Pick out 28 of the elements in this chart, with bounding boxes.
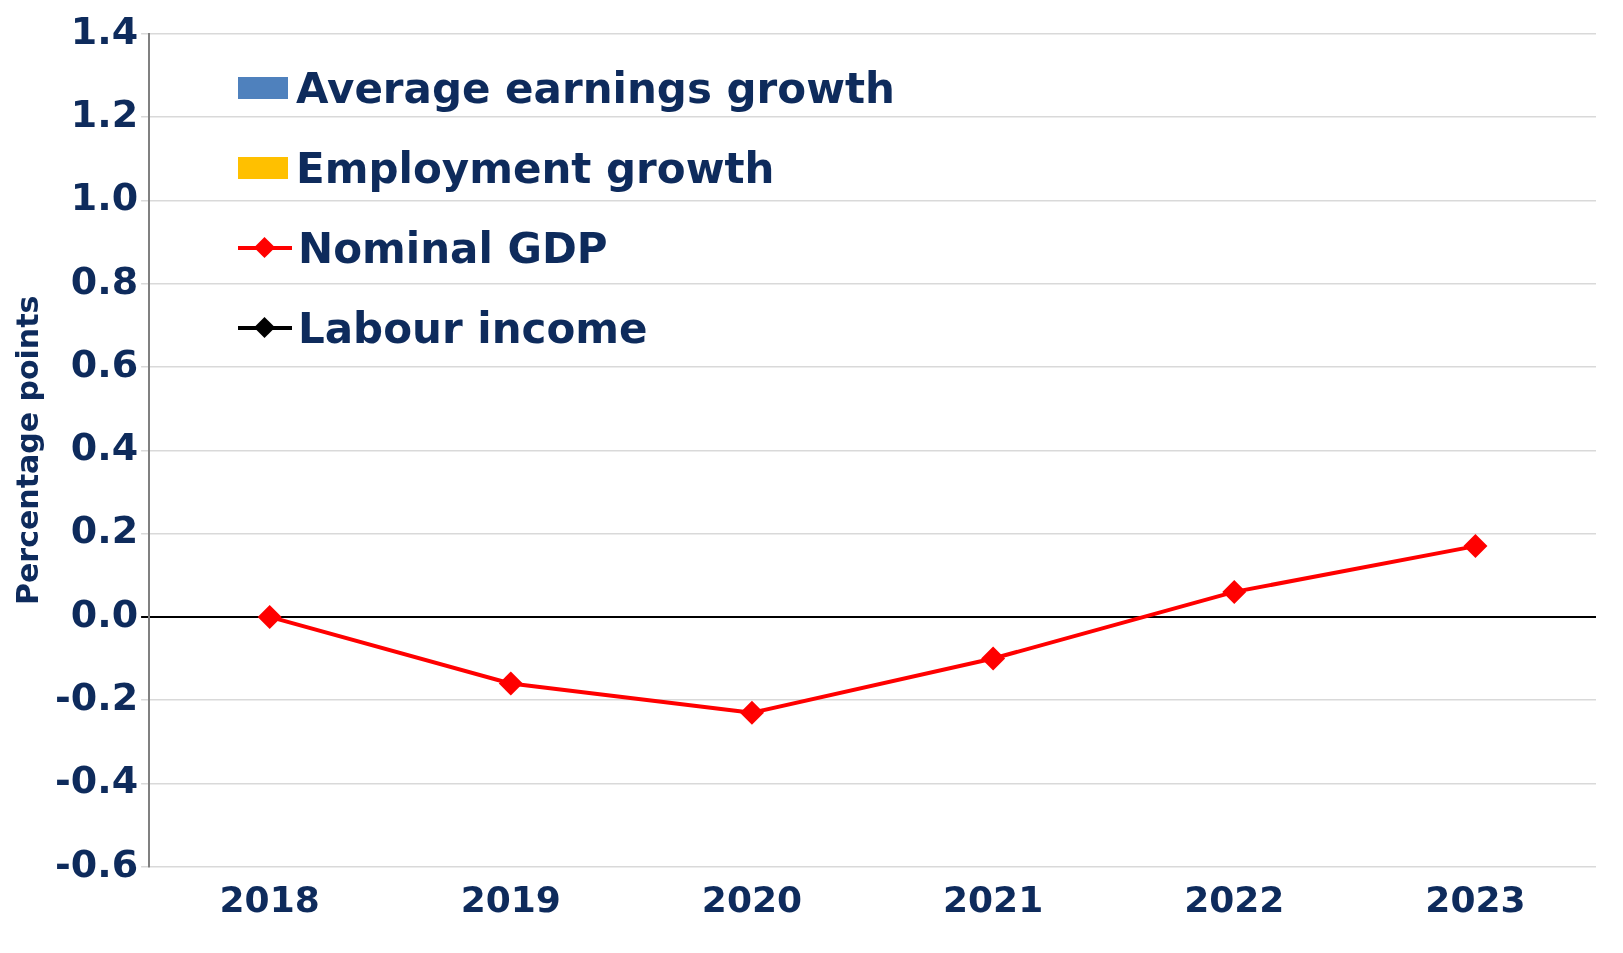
y-tick-label: 0.8 xyxy=(70,258,139,303)
point xyxy=(981,646,1006,671)
x-tick-label: 2023 xyxy=(1425,878,1526,920)
x-tick-label: 2018 xyxy=(219,878,320,920)
y-axis-title: Percentage points xyxy=(9,295,45,605)
x-tick-label: 2020 xyxy=(701,878,803,920)
point xyxy=(257,604,282,629)
y-tick-label: -0.6 xyxy=(54,841,139,886)
x-tick-label: 2019 xyxy=(460,878,561,920)
legend-label: Nominal GDP xyxy=(298,223,608,273)
y-tick-label: -0.4 xyxy=(54,758,139,803)
point xyxy=(1222,579,1247,604)
y-tick-label: 1.0 xyxy=(70,175,139,220)
y-tick-label: 1.2 xyxy=(70,91,139,136)
legend-label: Average earnings growth xyxy=(296,63,895,113)
legend-label: Employment growth xyxy=(296,143,775,193)
y-tick-label: 0.6 xyxy=(70,341,139,386)
y-tick-label: 0.0 xyxy=(70,591,139,636)
y-tick-label: 1.4 xyxy=(70,8,139,53)
point xyxy=(1463,534,1488,559)
y-tick-label: 0.4 xyxy=(70,425,139,470)
y-tick-label: -0.2 xyxy=(54,675,139,720)
x-tick-label: 2021 xyxy=(943,878,1044,920)
point xyxy=(739,700,764,725)
legend-label: Labour income xyxy=(298,303,648,353)
x-tick-label: 2022 xyxy=(1184,878,1285,920)
y-tick-label: 0.2 xyxy=(70,508,139,553)
point xyxy=(498,671,523,696)
